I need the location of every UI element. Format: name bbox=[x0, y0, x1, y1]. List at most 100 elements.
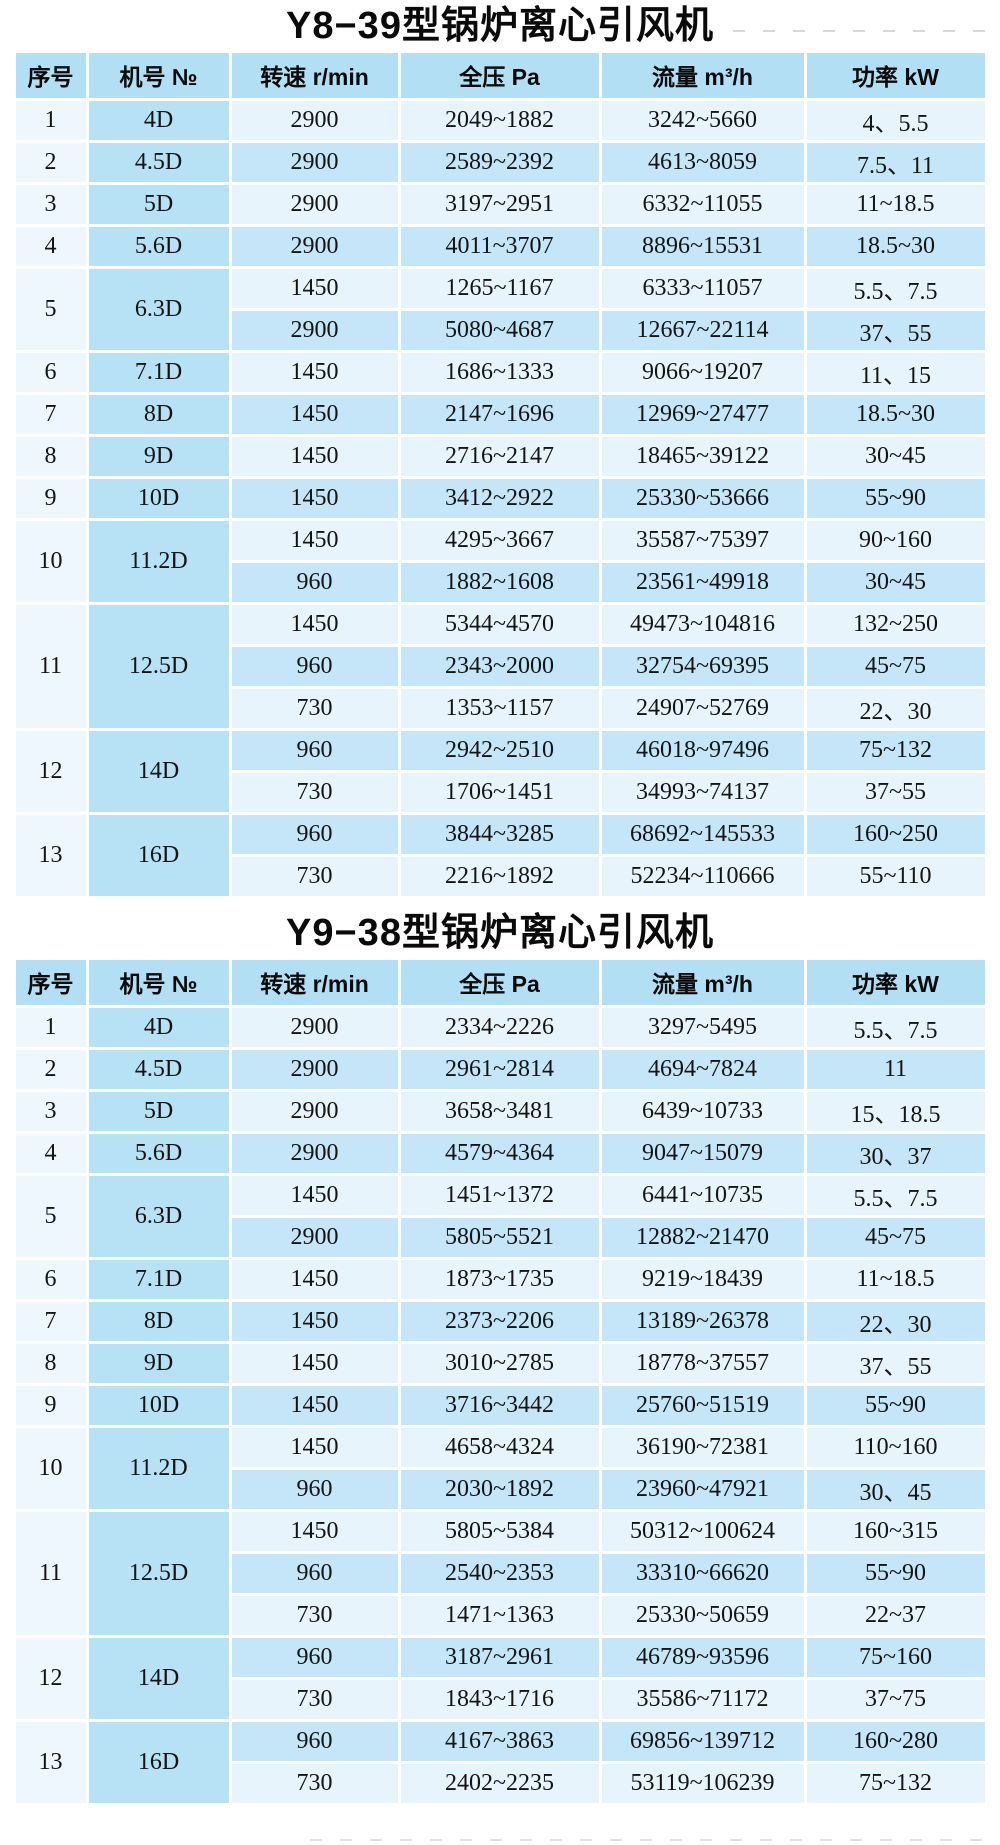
speed-cell: 1450 bbox=[231, 1385, 398, 1425]
flow-cell: 52234~110666 bbox=[601, 856, 804, 896]
speed-cell: 730 bbox=[231, 1679, 398, 1719]
model-cell: 8D bbox=[88, 1301, 229, 1341]
power-cell: 55~90 bbox=[806, 1553, 985, 1593]
model-cell: 4.5D bbox=[88, 142, 229, 182]
power-cell: 160~280 bbox=[806, 1721, 985, 1761]
pressure-cell: 1451~1372 bbox=[400, 1175, 599, 1215]
model-cell: 9D bbox=[88, 436, 229, 476]
speed-cell: 1450 bbox=[231, 1427, 398, 1467]
pressure-cell: 3187~2961 bbox=[400, 1637, 599, 1677]
model-cell: 4D bbox=[88, 1007, 229, 1047]
fan-spec-table-y9-38: 序号 机号 № 转速 r/min 全压 Pa 流量 m³/h 功率 kW 1 4D… bbox=[13, 957, 988, 1806]
flow-cell: 25330~50659 bbox=[601, 1595, 804, 1635]
speed-cell: 960 bbox=[231, 562, 398, 602]
seq-cell: 7 bbox=[15, 394, 86, 434]
flow-cell: 35587~75397 bbox=[601, 520, 804, 560]
table-row: 5 6.3D 1450 1451~1372 6441~10735 5.5、7.5 bbox=[15, 1175, 985, 1257]
power-cell: 30~45 bbox=[806, 562, 985, 602]
table-row: 960 2030~1892 23960~47921 30、45 bbox=[16, 1469, 985, 1509]
pressure-cell: 2540~2353 bbox=[400, 1553, 599, 1593]
pressure-cell: 1706~1451 bbox=[400, 772, 599, 812]
speed-cell: 960 bbox=[231, 1721, 398, 1761]
speed-cell: 2900 bbox=[231, 184, 398, 224]
model-cell: 14D bbox=[88, 730, 229, 812]
flow-cell: 13189~26378 bbox=[601, 1301, 804, 1341]
pressure-cell: 3844~3285 bbox=[400, 814, 599, 854]
power-cell: 45~75 bbox=[806, 1217, 985, 1257]
speed-cell: 960 bbox=[231, 646, 398, 686]
pressure-cell: 2030~1892 bbox=[400, 1469, 599, 1509]
model-cell: 12.5D bbox=[88, 604, 229, 728]
speed-cell: 1450 bbox=[231, 478, 398, 518]
speed-cell: 960 bbox=[231, 1469, 398, 1509]
speed-cell: 1450 bbox=[231, 1343, 398, 1383]
pressure-cell: 5805~5521 bbox=[400, 1217, 599, 1257]
erased-text-artifact bbox=[733, 30, 988, 32]
speed-cell: 730 bbox=[231, 688, 398, 728]
power-cell: 11~18.5 bbox=[806, 1259, 985, 1299]
table-row: 730 2216~1892 52234~110666 55~110 bbox=[16, 856, 985, 896]
flow-cell: 6439~10733 bbox=[601, 1091, 804, 1131]
power-cell: 22、30 bbox=[806, 1301, 985, 1341]
pressure-cell: 1843~1716 bbox=[400, 1679, 599, 1719]
seq-cell: 11 bbox=[15, 604, 86, 728]
pressure-cell: 3658~3481 bbox=[400, 1091, 599, 1131]
flow-cell: 12969~27477 bbox=[601, 394, 804, 434]
table-row: 8 9D 1450 3010~2785 18778~37557 37、55 bbox=[15, 1343, 985, 1383]
power-cell: 75~132 bbox=[806, 730, 985, 770]
flow-cell: 68692~145533 bbox=[601, 814, 804, 854]
pressure-cell: 2942~2510 bbox=[400, 730, 599, 770]
power-cell: 22~37 bbox=[806, 1595, 985, 1635]
flow-cell: 9219~18439 bbox=[601, 1259, 804, 1299]
pressure-cell: 4658~4324 bbox=[400, 1427, 599, 1467]
pressure-cell: 4011~3707 bbox=[400, 226, 599, 266]
pressure-cell: 2373~2206 bbox=[400, 1301, 599, 1341]
pressure-cell: 2716~2147 bbox=[400, 436, 599, 476]
model-cell: 16D bbox=[88, 814, 229, 896]
column-header-power: 功率 kW bbox=[806, 959, 985, 1005]
seq-cell: 1 bbox=[15, 1007, 86, 1047]
model-cell: 6.3D bbox=[88, 268, 229, 350]
column-header-seq: 序号 bbox=[15, 52, 86, 98]
pressure-cell: 2589~2392 bbox=[400, 142, 599, 182]
speed-cell: 2900 bbox=[231, 1133, 398, 1173]
page-title: Y8−39型锅炉离心引风机 bbox=[286, 5, 714, 47]
pressure-cell: 3716~3442 bbox=[400, 1385, 599, 1425]
fan-table-section-y9-38: Y9−38型锅炉离心引风机 序号 机号 № 转速 r/min 全压 Pa 流量 … bbox=[0, 899, 1000, 1806]
flow-cell: 69856~139712 bbox=[601, 1721, 804, 1761]
power-cell: 18.5~30 bbox=[806, 226, 985, 266]
seq-cell: 6 bbox=[15, 352, 86, 392]
seq-cell: 5 bbox=[15, 1175, 86, 1257]
model-cell: 11.2D bbox=[88, 520, 229, 602]
speed-cell: 960 bbox=[231, 814, 398, 854]
seq-cell: 4 bbox=[15, 226, 86, 266]
flow-cell: 36190~72381 bbox=[601, 1427, 804, 1467]
power-cell: 11、15 bbox=[806, 352, 985, 392]
model-cell: 16D bbox=[88, 1721, 229, 1803]
table-row: 2900 5805~5521 12882~21470 45~75 bbox=[16, 1217, 985, 1257]
table-row: 7 8D 1450 2147~1696 12969~27477 18.5~30 bbox=[15, 394, 985, 434]
power-cell: 55~90 bbox=[806, 1385, 985, 1425]
seq-cell: 10 bbox=[15, 1427, 86, 1509]
power-cell: 55~90 bbox=[806, 478, 985, 518]
speed-cell: 1450 bbox=[231, 1175, 398, 1215]
seq-cell: 3 bbox=[15, 184, 86, 224]
seq-cell: 8 bbox=[15, 436, 86, 476]
power-cell: 160~315 bbox=[806, 1511, 985, 1551]
flow-cell: 4694~7824 bbox=[601, 1049, 804, 1089]
flow-cell: 33310~66620 bbox=[601, 1553, 804, 1593]
title-row: Y9−38型锅炉离心引风机 bbox=[0, 899, 1000, 955]
speed-cell: 730 bbox=[231, 856, 398, 896]
flow-cell: 46018~97496 bbox=[601, 730, 804, 770]
speed-cell: 730 bbox=[231, 1763, 398, 1803]
table-row: 13 16D 960 3844~3285 68692~145533 160~250 bbox=[15, 814, 985, 896]
table-row: 3 5D 2900 3658~3481 6439~10733 15、18.5 bbox=[15, 1091, 985, 1131]
model-cell: 4.5D bbox=[88, 1049, 229, 1089]
speed-cell: 2900 bbox=[231, 1007, 398, 1047]
erased-text-artifact-bottom bbox=[310, 1839, 985, 1841]
fan-table-section-y8-39: Y8−39型锅炉离心引风机 序号 机号 № 转速 r/min 全压 Pa 流量 … bbox=[0, 0, 1000, 899]
model-cell: 5D bbox=[88, 1091, 229, 1131]
speed-cell: 1450 bbox=[231, 1511, 398, 1551]
fan-spec-table-y8-39: 序号 机号 № 转速 r/min 全压 Pa 流量 m³/h 功率 kW 1 4D… bbox=[13, 50, 988, 899]
